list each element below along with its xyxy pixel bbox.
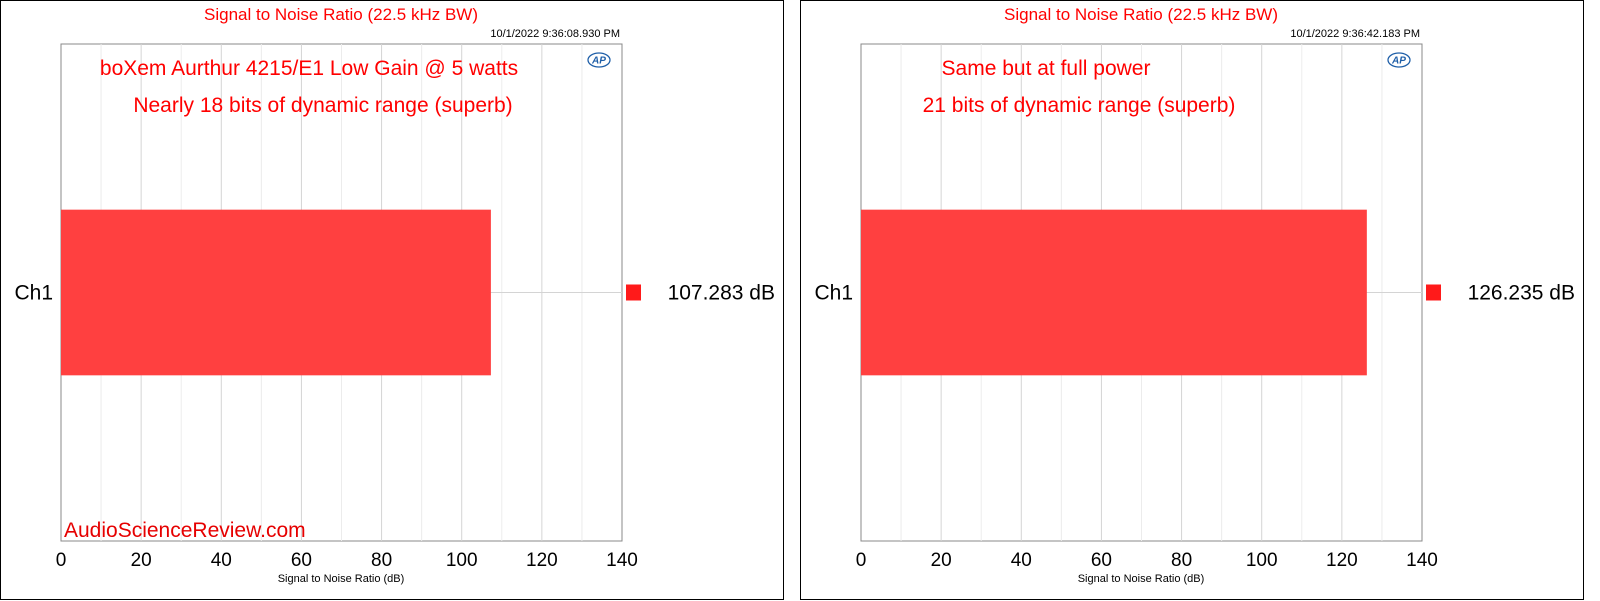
ap-logo: AP <box>587 52 611 68</box>
x-tick-label: 0 <box>56 550 67 571</box>
legend-marker <box>1426 284 1441 301</box>
category-labels: Ch1 <box>814 282 853 305</box>
chart-title: Signal to Noise Ratio (22.5 kHz BW) <box>1004 5 1278 24</box>
x-tick-labels: 0 20 40 60 80 100 120 140 <box>56 550 638 571</box>
annotation-line-2: 21 bits of dynamic range (superb) <box>923 94 1236 117</box>
watermark: AudioScienceReview.com <box>64 519 306 542</box>
chart-title: Signal to Noise Ratio (22.5 kHz BW) <box>204 5 478 24</box>
chart-left-svg: Signal to Noise Ratio (22.5 kHz BW) 10/1… <box>14 5 775 585</box>
x-tick-label: 40 <box>1011 550 1032 571</box>
timestamp: 10/1/2022 9:36:42.183 PM <box>1290 28 1420 40</box>
x-tick-label: 120 <box>526 550 558 571</box>
timestamp: 10/1/2022 9:36:08.930 PM <box>490 28 620 40</box>
value-label: 107.283 dB <box>668 282 775 305</box>
value-label: 126.235 dB <box>1468 282 1575 305</box>
x-tick-label: 20 <box>931 550 952 571</box>
bars <box>861 209 1367 376</box>
chart-right-svg: Signal to Noise Ratio (22.5 kHz BW) 10/1… <box>814 5 1575 585</box>
chart-panel-left: Signal to Noise Ratio (22.5 kHz BW) 10/1… <box>0 0 784 600</box>
x-tick-label: 140 <box>1406 550 1438 571</box>
x-tick-label: 100 <box>1246 550 1278 571</box>
bar-ch1 <box>861 209 1367 376</box>
x-tick-label: 40 <box>211 550 232 571</box>
value-labels: 107.283 dB <box>626 282 775 305</box>
annotation-line-2: Nearly 18 bits of dynamic range (superb) <box>133 94 512 117</box>
x-tick-label: 80 <box>1171 550 1192 571</box>
x-axis-label: Signal to Noise Ratio (dB) <box>1078 573 1205 585</box>
x-tick-label: 60 <box>291 550 312 571</box>
category-label: Ch1 <box>14 282 53 305</box>
x-axis-label: Signal to Noise Ratio (dB) <box>278 573 405 585</box>
bars <box>61 209 491 376</box>
category-labels: Ch1 <box>14 282 53 305</box>
legend-marker <box>626 284 641 301</box>
value-labels: 126.235 dB <box>1426 282 1575 305</box>
category-label: Ch1 <box>814 282 853 305</box>
x-tick-label: 120 <box>1326 550 1358 571</box>
x-tick-label: 60 <box>1091 550 1112 571</box>
x-tick-label: 140 <box>606 550 638 571</box>
ap-logo-text: AP <box>591 56 606 67</box>
x-tick-label: 100 <box>446 550 478 571</box>
ap-logo: AP <box>1387 52 1411 68</box>
x-tick-label: 0 <box>856 550 867 571</box>
ap-logo-text: AP <box>1391 56 1406 67</box>
x-tick-label: 20 <box>131 550 152 571</box>
x-tick-labels: 0 20 40 60 80 100 120 140 <box>856 550 1438 571</box>
chart-panel-right: Signal to Noise Ratio (22.5 kHz BW) 10/1… <box>800 0 1584 600</box>
annotation-line-1: Same but at full power <box>942 57 1151 80</box>
bar-ch1 <box>61 209 491 376</box>
annotation-line-1: boXem Aurthur 4215/E1 Low Gain @ 5 watts <box>100 57 518 80</box>
x-tick-label: 80 <box>371 550 392 571</box>
